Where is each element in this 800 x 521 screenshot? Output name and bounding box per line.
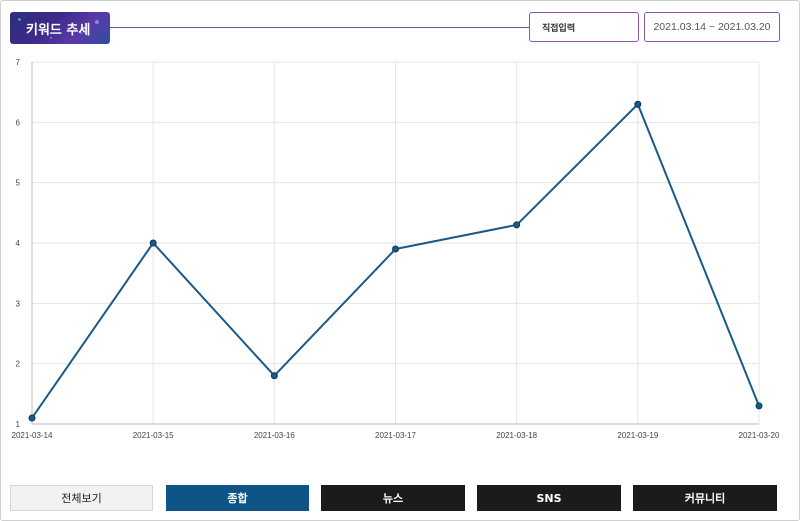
data-point: [28, 414, 36, 422]
date-range-field[interactable]: 2021.03.14 ~ 2021.03.20: [644, 12, 780, 42]
x-tick-label: 2021-03-20: [739, 431, 780, 440]
tab-total[interactable]: 종합: [166, 485, 309, 511]
tab-all[interactable]: 전체보기: [10, 485, 153, 511]
tab-sns-label: SNS: [536, 491, 562, 505]
x-tick-label: 2021-03-14: [12, 431, 53, 440]
y-tick-label: 4: [16, 239, 21, 248]
direct-input-label: 직접입력: [542, 23, 576, 34]
keyword-trend-title: 키워드 추세: [10, 12, 110, 44]
y-tick-label: 6: [16, 118, 21, 127]
y-tick-label: 3: [16, 299, 21, 308]
x-tick-label: 2021-03-15: [133, 431, 174, 440]
tab-total-label: 종합: [227, 492, 248, 505]
data-point: [270, 372, 278, 380]
y-tick-label: 1: [16, 420, 21, 429]
tab-community[interactable]: 커뮤니티: [633, 485, 777, 511]
data-point: [149, 239, 157, 247]
line-chart: 1 2 3 4 5 6 7 2021-03-14 2021-03-15 2021-03-16 202…: [12, 58, 780, 440]
x-tick-label: 2021-03-19: [617, 431, 658, 440]
data-point: [513, 221, 521, 229]
tab-sns[interactable]: SNS: [477, 485, 621, 511]
direct-input-button[interactable]: 직접입력: [529, 12, 639, 42]
page-title: 키워드 추세: [26, 22, 91, 38]
y-tick-label: 5: [16, 179, 21, 188]
date-range-text: 2021.03.14 ~ 2021.03.20: [653, 21, 771, 33]
header-divider: [110, 27, 530, 28]
tab-community-label: 커뮤니티: [684, 492, 726, 505]
tab-news-label: 뉴스: [382, 492, 404, 505]
tab-news[interactable]: 뉴스: [321, 485, 465, 511]
tab-all-label: 전체보기: [61, 492, 102, 505]
x-tick-label: 2021-03-17: [375, 431, 416, 440]
data-point: [755, 402, 763, 410]
data-point: [634, 100, 642, 108]
y-tick-label: 7: [16, 58, 21, 67]
y-tick-label: 2: [16, 360, 21, 369]
x-tick-label: 2021-03-18: [496, 431, 537, 440]
data-point: [392, 245, 399, 253]
x-tick-label: 2021-03-16: [254, 431, 295, 440]
